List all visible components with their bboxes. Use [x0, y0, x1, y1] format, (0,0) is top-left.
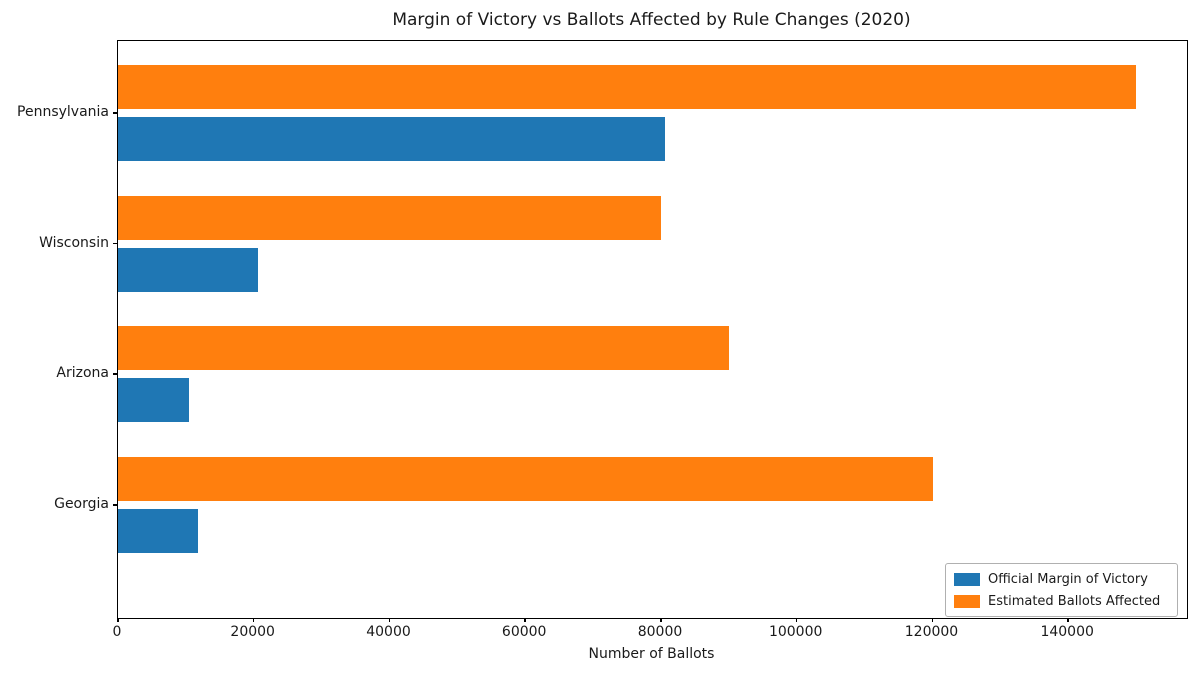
legend-label-margin: Official Margin of Victory [988, 571, 1148, 587]
x-tick-mark [795, 618, 798, 622]
bar-pennsylvania-affected [118, 65, 1137, 109]
y-tick-label-pennsylvania: Pennsylvania [17, 104, 109, 120]
x-tick-label: 140000 [1040, 624, 1094, 640]
bar-georgia-affected [118, 457, 933, 502]
x-tick-label: 60000 [501, 624, 547, 640]
legend-entry-margin: Official Margin of Victory [954, 570, 1169, 588]
x-tick-label: 120000 [904, 624, 959, 640]
x-tick-label: 40000 [366, 624, 411, 640]
bar-wisconsin-affected [118, 195, 661, 240]
x-tick-mark [252, 618, 255, 622]
y-tick-mark [113, 112, 117, 114]
x-tick-mark [388, 618, 390, 622]
bar-arizona-affected [118, 326, 729, 371]
x-tick-mark [524, 618, 526, 622]
x-axis-label: Number of Ballots [588, 646, 715, 662]
y-tick-label-wisconsin: Wisconsin [39, 234, 109, 251]
y-tick-mark [113, 242, 117, 245]
x-tick-mark [117, 618, 119, 622]
x-tick-label: 100000 [768, 624, 823, 640]
legend-swatch-margin [954, 572, 980, 586]
bar-arizona-margin [118, 378, 189, 423]
x-tick-label: 80000 [637, 624, 683, 640]
y-tick-label-arizona: Arizona [56, 365, 109, 382]
bar-wisconsin-margin [118, 247, 259, 292]
chart-title: Margin of Victory vs Ballots Affected by… [392, 10, 911, 30]
y-tick-mark [113, 504, 117, 506]
y-tick-mark [113, 373, 117, 375]
x-tick-mark [660, 618, 662, 622]
x-tick-label: 0 [112, 624, 122, 640]
legend-swatch-affected [954, 594, 980, 608]
bar-georgia-margin [118, 509, 198, 554]
x-tick-mark [1067, 618, 1069, 622]
legend-entry-affected: Estimated Ballots Affected [954, 592, 1169, 610]
legend-label-affected: Estimated Ballots Affected [988, 593, 1161, 609]
x-tick-mark [931, 618, 933, 622]
plot-area [117, 40, 1188, 619]
x-tick-label: 20000 [230, 624, 275, 640]
legend: Official Margin of Victory Estimated Bal… [945, 563, 1178, 617]
y-tick-label-georgia: Georgia [54, 496, 109, 513]
bar-pennsylvania-margin [118, 117, 665, 161]
